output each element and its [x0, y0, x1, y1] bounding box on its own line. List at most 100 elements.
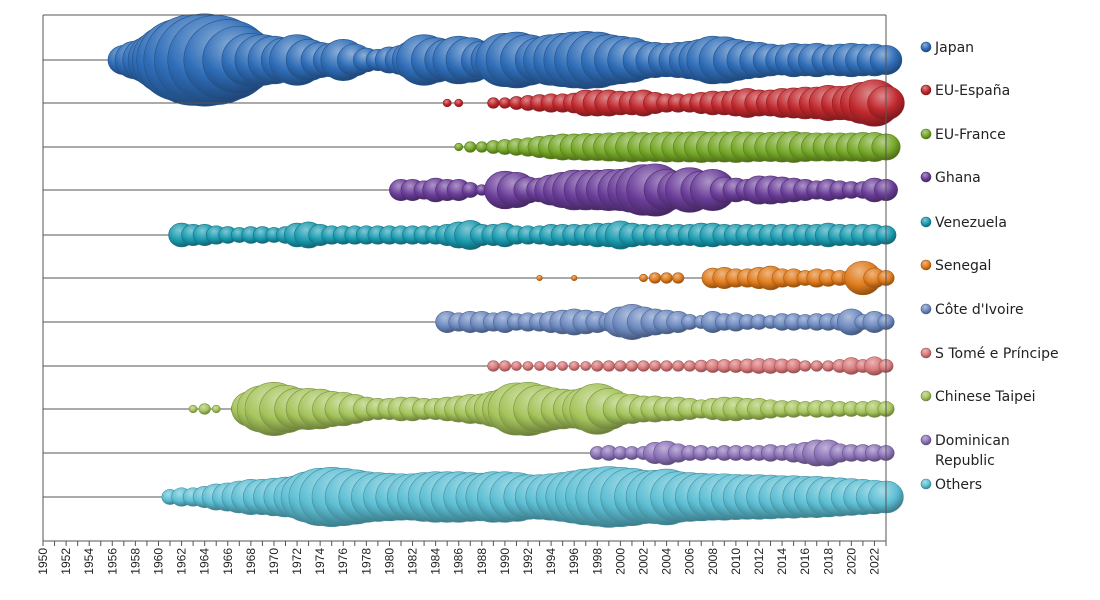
x-tick-label: 1996	[567, 548, 581, 575]
series-japan	[43, 13, 903, 107]
x-tick-label: 1958	[128, 548, 142, 575]
series-chinese-taipei	[43, 382, 895, 436]
legend-item: Dominican Republic	[920, 433, 1010, 469]
legend-item: EU-España	[920, 83, 1010, 99]
x-tick-label: 1974	[313, 548, 327, 575]
x-tick-label: 2022	[867, 548, 881, 575]
series-eu-france	[43, 131, 901, 163]
x-tick-label: 1986	[452, 548, 466, 575]
bubble-point	[614, 360, 627, 372]
series-eu-espana	[43, 79, 905, 127]
bubble-point	[188, 404, 198, 414]
series-others	[43, 466, 904, 528]
legend-item: Côte d'Ivoire	[920, 302, 1024, 318]
legend-label: Republic	[935, 453, 995, 469]
bubble-point	[810, 360, 823, 372]
x-tick-label: 1982	[406, 548, 420, 575]
bubble-point	[475, 141, 488, 153]
series-layer	[43, 13, 905, 528]
legend-marker	[920, 41, 932, 53]
series-cote-d-ivoire	[43, 304, 895, 340]
x-tick-label: 2010	[729, 548, 743, 575]
x-tick-label: 1964	[198, 548, 212, 575]
bubble-point	[648, 360, 662, 372]
bubble-point	[487, 97, 500, 109]
x-tick-label: 2002	[636, 548, 650, 575]
legend-marker	[920, 390, 932, 402]
x-tick-label: 1960	[151, 548, 165, 575]
x-tick-label: 1956	[105, 548, 119, 575]
x-tick-label: 2016	[798, 548, 812, 575]
legend-marker	[920, 128, 932, 140]
bubble-point	[660, 272, 673, 284]
legend-label: EU-España	[935, 83, 1010, 99]
legend-label: Venezuela	[935, 215, 1007, 231]
legend-marker	[920, 84, 932, 96]
x-tick-label: 1968	[244, 548, 258, 575]
bubble-point	[534, 361, 545, 371]
series-dominican-republic	[43, 439, 895, 467]
x-tick-label: 2014	[775, 548, 789, 575]
series-ghana	[43, 163, 898, 217]
legend-item: Ghana	[920, 170, 981, 186]
legend-item: EU-France	[920, 127, 1006, 143]
bubble-point	[672, 360, 685, 372]
bubble-point	[799, 360, 812, 372]
legend-marker	[920, 303, 932, 315]
legend: Japan EU-España EU-France Ghana Venezuela Sen…	[920, 40, 1059, 493]
legend-item: Senegal	[920, 258, 991, 274]
bubble-point	[571, 275, 578, 281]
series-s-tome-e-principe	[43, 356, 894, 376]
x-tick-label: 1980	[382, 548, 396, 575]
bubble-point	[557, 361, 568, 371]
bubble-point	[545, 361, 557, 371]
legend-item: Others	[920, 477, 982, 493]
bubble-point	[625, 360, 639, 372]
x-axis: 1950 1952 1954 1956 1958 1960 1962 1964 1966 1968…	[36, 14, 887, 575]
x-tick-label: 1962	[175, 548, 189, 575]
bubble-point	[511, 361, 522, 371]
legend-marker	[920, 216, 932, 228]
bubble-point	[822, 360, 835, 372]
bubble-point	[454, 98, 464, 108]
legend-item: S Tomé e Príncipe	[920, 346, 1059, 362]
legend-label: Chinese Taipei	[935, 389, 1035, 405]
x-tick-label: 2008	[706, 548, 720, 575]
bubble-point	[785, 358, 802, 374]
bubble-point	[442, 98, 452, 108]
x-tick-label: 2018	[821, 548, 835, 575]
x-tick-label: 1990	[498, 548, 512, 575]
legend-item: Japan	[920, 40, 974, 56]
bubble-point	[198, 403, 211, 415]
x-tick-label: 2000	[613, 548, 627, 575]
x-tick-label: 2006	[683, 548, 697, 575]
x-tick-label: 1966	[221, 548, 235, 575]
bubble-point	[639, 273, 648, 283]
bubble-point	[568, 361, 580, 371]
x-tick-label: 2020	[844, 548, 858, 575]
legend-label: Senegal	[935, 258, 991, 274]
x-tick-label: 1972	[290, 548, 304, 575]
bubble-point	[498, 360, 512, 372]
bubble-point	[498, 97, 512, 109]
x-tick-label: 1992	[521, 548, 535, 575]
bubble-point	[602, 360, 615, 372]
bubble-point	[660, 360, 673, 372]
x-tick-label: 1998	[590, 548, 604, 575]
series-venezuela	[43, 220, 897, 250]
bubble-point	[522, 361, 534, 371]
series-senegal	[43, 260, 895, 296]
legend-marker	[920, 434, 932, 446]
bubble-point	[464, 141, 477, 153]
x-tick-label: 1976	[336, 548, 350, 575]
legend-marker	[920, 171, 932, 183]
legend-marker	[920, 347, 932, 359]
bubble-point	[591, 360, 604, 372]
bubble-point	[487, 360, 500, 372]
legend-marker	[920, 259, 932, 271]
x-tick-label: 1984	[429, 548, 443, 575]
bubble-point	[637, 360, 650, 372]
legend-label: Japan	[934, 40, 974, 56]
legend-label: Dominican	[935, 433, 1010, 449]
x-tick-label: 1954	[82, 548, 96, 575]
